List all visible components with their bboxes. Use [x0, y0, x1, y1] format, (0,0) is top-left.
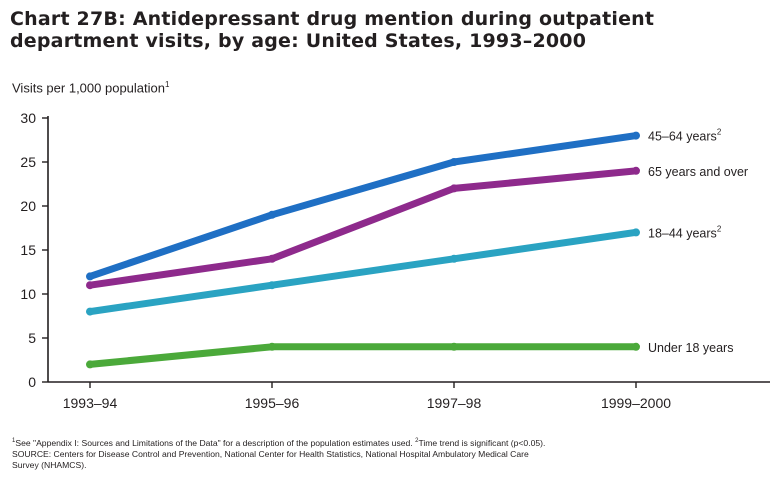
series-label-footnote-mark: 2: [717, 128, 722, 137]
y-axis-label: Visits per 1,000 population1: [12, 80, 169, 95]
series-label-2: 18–44 years2: [648, 224, 722, 240]
series-line-2: [86, 228, 640, 316]
footnote-line-1: 1See "Appendix I: Sources and Limitation…: [12, 436, 762, 449]
chart-title-line-2: department visits, by age: United States…: [10, 30, 587, 52]
data-point-s1-2: [450, 184, 458, 193]
series-label-footnote-mark: 2: [717, 224, 722, 233]
x-tick-label: 1999–2000: [601, 395, 671, 411]
series-label-0: 45–64 years2: [648, 128, 722, 144]
data-point-s0-2: [450, 158, 458, 166]
data-point-s0-0: [86, 272, 94, 281]
data-point-s0-1: [268, 210, 276, 219]
chart-title: Chart 27B: Antidepressant drug mention d…: [10, 8, 760, 52]
y-axis-label-text: Visits per 1,000 population: [12, 80, 165, 96]
data-point-s1-0: [86, 281, 94, 290]
data-point-s3-0: [86, 360, 94, 369]
footnote-mark-2: 2: [415, 438, 419, 444]
y-tick-label: 15: [20, 242, 36, 258]
data-point-s3-1: [268, 342, 276, 351]
data-point-s2-2: [450, 254, 458, 263]
series-line-0: [86, 132, 640, 280]
series-line-3: [86, 343, 640, 368]
series-line-1: [86, 167, 640, 289]
source-line: SOURCE: Centers for Disease Control and …: [12, 448, 529, 459]
series-label-1: 65 years and over: [648, 165, 748, 179]
data-point-s2-1: [268, 281, 276, 290]
line-chart: 0 5 10 15 20 25 30 1993–94 1995–96 1997–98 1999–20…: [20, 110, 770, 411]
source-line-continued: Survey (NHAMCS).: [12, 459, 87, 470]
y-axis-label-footnote-mark: 1: [164, 80, 170, 89]
data-point-s0-3: [632, 131, 640, 140]
data-point-s1-1: [268, 254, 276, 263]
x-tick-label: 1993–94: [63, 395, 118, 411]
y-tick-label: 0: [28, 374, 36, 390]
data-point-s3-3: [632, 342, 640, 351]
x-tick-label: 1997–98: [427, 395, 482, 411]
footnote-text-1: See "Appendix I: Sources and Limitations…: [15, 437, 416, 448]
y-tick-label: 5: [28, 330, 36, 346]
x-tick-label: 1995–96: [245, 395, 300, 411]
chart-title-line-1: Chart 27B: Antidepressant drug mention d…: [10, 8, 655, 30]
footnote-mark-1: 1: [12, 438, 16, 444]
footnotes: 1See "Appendix I: Sources and Limitation…: [12, 436, 762, 471]
y-tick-label: 10: [20, 286, 36, 302]
series-label-3: Under 18 years: [648, 341, 733, 355]
footnote-text-2: Time trend is significant (p<0.05).: [418, 437, 546, 448]
y-tick-label: 20: [20, 198, 36, 214]
data-point-s1-3: [632, 166, 640, 175]
data-point-s3-2: [450, 342, 458, 351]
y-tick-label: 30: [20, 110, 36, 126]
data-point-s2-3: [632, 228, 640, 237]
data-point-s2-0: [86, 307, 94, 316]
y-tick-label: 25: [20, 154, 36, 170]
